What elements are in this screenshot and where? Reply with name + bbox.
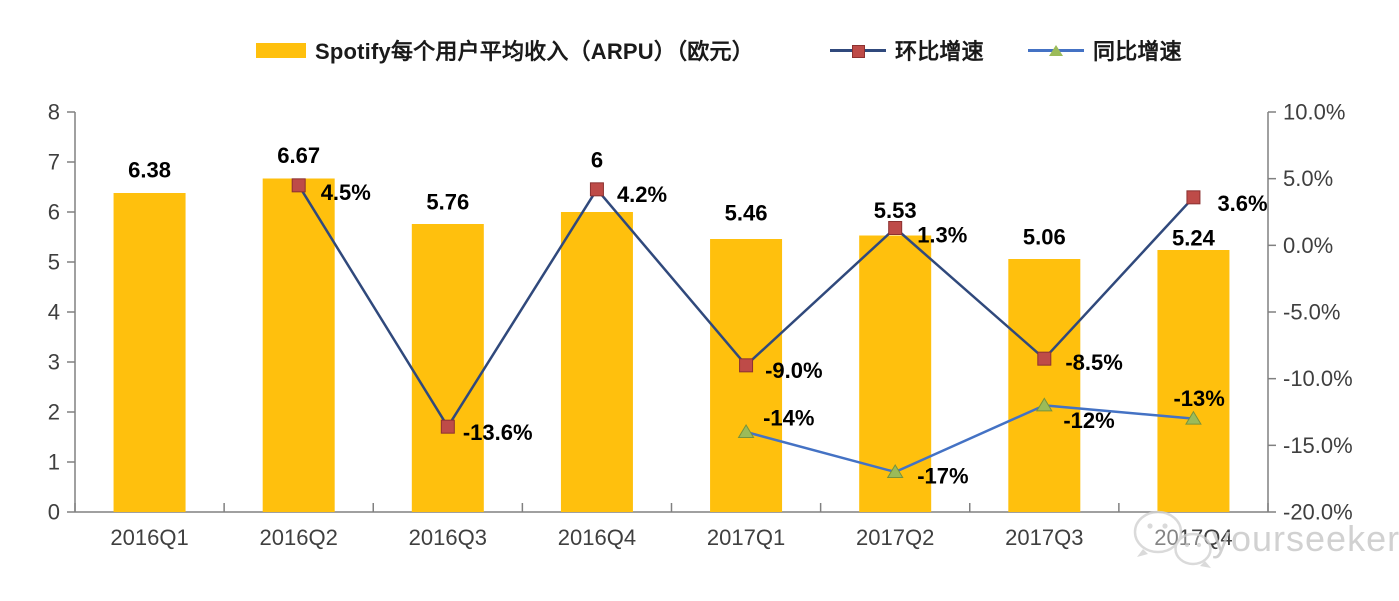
qoq-point-label: -13.6% (463, 420, 533, 445)
arpu-bar (1008, 259, 1081, 512)
qoq-square-marker-icon (291, 178, 306, 193)
arpu-bar-value-label: 5.76 (426, 190, 469, 215)
left-axis-tick-label: 5 (48, 250, 60, 275)
yoy-point-label: -12% (1063, 408, 1114, 433)
right-axis-tick-label: -20.0% (1283, 500, 1353, 525)
qoq-square-marker-icon (739, 358, 754, 373)
wechat-icon-tail (1137, 549, 1148, 557)
left-axis-tick-label: 3 (48, 350, 60, 375)
watermark-text: yourseeker (1212, 518, 1399, 559)
legend-item-yoy-growth: 同比增速 (1028, 36, 1182, 64)
arpu-bar-value-label: 5.24 (1172, 226, 1216, 251)
legend-label-yoy: 同比增速 (1093, 39, 1182, 64)
yoy-growth-line (745, 404, 1194, 474)
arpu-bar-value-label: 5.53 (874, 198, 917, 223)
x-axis-category-label: 2016Q4 (558, 525, 636, 550)
x-axis-category-label: 2016Q1 (110, 525, 188, 550)
yoy-point-label: -14% (763, 406, 814, 431)
yoy-triangle-marker-icon (1185, 410, 1202, 425)
left-axis-tick-label: 6 (48, 200, 60, 225)
x-axis-category-label: 2017Q4 (1154, 525, 1232, 550)
wechat-icon-small-bubble (1174, 532, 1212, 566)
yoy-point-label: -13% (1173, 386, 1224, 411)
triangle-marker-icon (1049, 44, 1063, 56)
wechat-icon-eye (1196, 542, 1202, 548)
line-square-swatch-icon (830, 43, 886, 58)
arpu-bar (262, 178, 335, 512)
legend-item-qoq-growth: 环比增速 (830, 36, 984, 64)
left-axis-tick-label: 0 (48, 500, 60, 525)
x-axis-category-label: 2017Q2 (856, 525, 934, 550)
left-axis-tick-label: 1 (48, 450, 60, 475)
qoq-square-marker-icon (1186, 190, 1201, 205)
x-axis-category-label: 2017Q3 (1005, 525, 1083, 550)
wechat-icon-tail (1200, 561, 1211, 568)
yoy-triangle-marker-icon (886, 464, 904, 478)
arpu-bar (1157, 250, 1230, 512)
left-axis-tick-label: 8 (48, 100, 60, 125)
arpu-bar-value-label: 6.67 (277, 143, 320, 168)
qoq-square-marker-icon (888, 221, 903, 235)
arpu-bar-value-label: 6.38 (128, 158, 171, 183)
yoy-triangle-marker-icon (737, 424, 755, 438)
qoq-square-marker-icon (589, 182, 604, 197)
arpu-bar (560, 212, 633, 512)
line-triangle-swatch-icon (1028, 43, 1084, 58)
left-axis-tick-label: 7 (48, 150, 60, 175)
right-axis-tick-label: 10.0% (1283, 100, 1345, 125)
wechat-icon-eye (1147, 523, 1153, 529)
right-axis-tick-label: -10.0% (1283, 366, 1353, 391)
yoy-point-label: -17% (917, 464, 968, 489)
right-axis-tick-label: 0.0% (1283, 233, 1333, 258)
x-axis-category-label: 2016Q3 (409, 525, 487, 550)
left-axis-tick-label: 2 (48, 400, 60, 425)
legend-item-arpu: Spotify每个用户平均收入（ARPU）（欧元） (256, 36, 754, 64)
qoq-square-marker-icon (1037, 351, 1052, 366)
arpu-bar (113, 193, 186, 512)
wechat-icon-eye (1162, 523, 1168, 529)
qoq-point-label: 4.2% (617, 182, 667, 207)
arpu-bar-value-label: 5.46 (725, 201, 768, 226)
qoq-point-label: 4.5% (321, 180, 371, 205)
qoq-point-label: 3.6% (1217, 191, 1267, 216)
x-axis-category-label: 2017Q1 (707, 525, 785, 550)
watermark: yourseeker (1133, 510, 1399, 568)
arpu-bar (411, 224, 484, 512)
qoq-point-label: 1.3% (917, 223, 967, 248)
qoq-square-marker-icon (440, 419, 455, 434)
left-axis-tick-label: 4 (48, 300, 60, 325)
arpu-bar-value-label: 5.06 (1023, 225, 1066, 250)
qoq-point-label: -9.0% (765, 358, 822, 383)
legend-label-arpu: Spotify每个用户平均收入（ARPU）（欧元） (315, 39, 754, 64)
bar-series-swatch-icon (256, 42, 306, 58)
yoy-triangle-marker-icon (1035, 397, 1053, 412)
right-axis-tick-label: -5.0% (1283, 300, 1340, 325)
wechat-icon-eye (1184, 542, 1190, 548)
legend-label-qoq: 环比增速 (895, 39, 984, 64)
arpu-bar (710, 239, 783, 512)
x-axis-category-label: 2016Q2 (260, 525, 338, 550)
arpu-bar-value-label: 6 (591, 148, 603, 173)
right-axis-tick-label: 5.0% (1283, 166, 1333, 191)
right-axis-tick-label: -15.0% (1283, 433, 1353, 458)
qoq-point-label: -8.5% (1065, 350, 1122, 375)
square-marker-icon (852, 44, 865, 58)
wechat-icon (1133, 510, 1183, 554)
